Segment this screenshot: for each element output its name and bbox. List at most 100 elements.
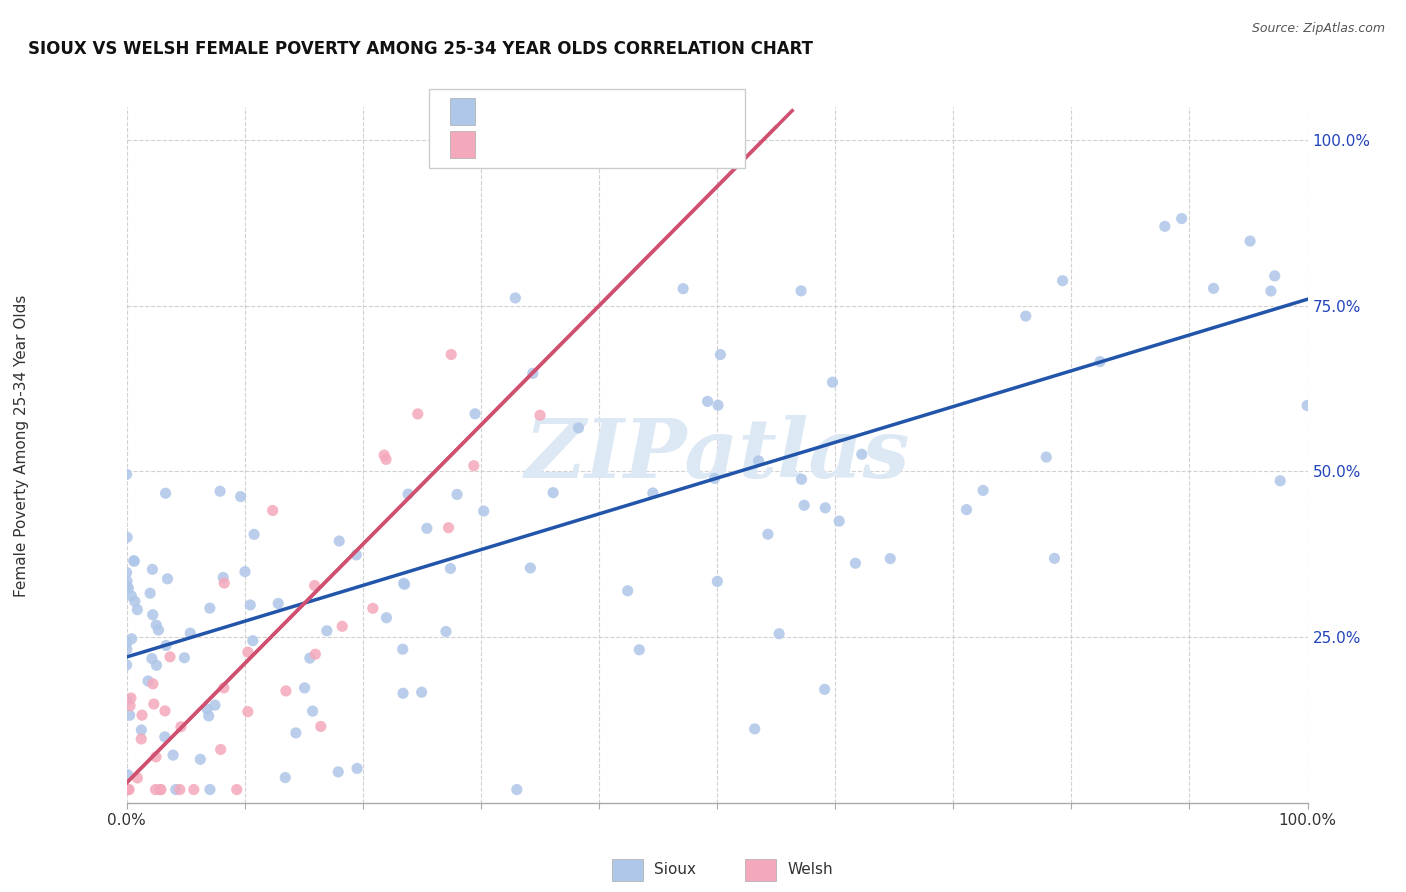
- Point: [406, 407, 429, 421]
- Point: [115, 530, 138, 544]
- Text: Sioux: Sioux: [654, 863, 696, 877]
- Point: [145, 658, 167, 673]
- Text: R = 0.574   N = 116: R = 0.574 N = 116: [492, 103, 689, 120]
- Point: [672, 282, 695, 296]
- Point: [131, 723, 153, 737]
- Point: [416, 521, 439, 535]
- Point: [955, 502, 977, 516]
- Point: [145, 618, 167, 632]
- Point: [115, 467, 138, 482]
- Point: [298, 651, 321, 665]
- Point: [309, 719, 332, 733]
- Point: [233, 565, 256, 579]
- Point: [115, 574, 138, 588]
- Point: [115, 566, 138, 580]
- Point: [179, 626, 201, 640]
- Point: [1052, 274, 1074, 288]
- Point: [1035, 450, 1057, 464]
- Point: [242, 633, 264, 648]
- Point: [434, 624, 457, 639]
- Point: [209, 484, 232, 499]
- Point: [121, 632, 143, 646]
- Point: [1202, 281, 1225, 295]
- Point: [391, 642, 413, 657]
- Point: [212, 576, 235, 591]
- Point: [115, 579, 138, 593]
- Point: [149, 782, 172, 797]
- Point: [262, 503, 284, 517]
- Point: [124, 594, 146, 608]
- Point: [142, 677, 165, 691]
- Point: [149, 782, 172, 797]
- Point: [155, 486, 177, 500]
- Point: [212, 681, 235, 695]
- Point: [392, 686, 415, 700]
- Point: [141, 562, 163, 576]
- Point: [117, 768, 139, 782]
- Point: [153, 730, 176, 744]
- Point: [195, 702, 218, 716]
- Point: [440, 347, 463, 361]
- Point: [1043, 551, 1066, 566]
- Point: [301, 704, 323, 718]
- Point: [814, 500, 837, 515]
- Point: [411, 685, 433, 699]
- Point: [120, 698, 142, 713]
- Point: [1239, 234, 1261, 248]
- Point: [328, 534, 350, 549]
- Point: [1015, 309, 1038, 323]
- Point: [122, 554, 145, 568]
- Point: [1296, 399, 1319, 413]
- Point: [567, 421, 589, 435]
- Point: [198, 601, 221, 615]
- Point: [284, 726, 307, 740]
- Point: [274, 684, 297, 698]
- Point: [127, 771, 149, 785]
- Point: [141, 651, 163, 665]
- Point: [159, 649, 181, 664]
- Point: [392, 576, 415, 591]
- Point: [315, 624, 337, 638]
- Point: [142, 697, 165, 711]
- Point: [204, 698, 226, 713]
- Point: [236, 705, 259, 719]
- Point: [239, 598, 262, 612]
- Point: [446, 487, 468, 501]
- Point: [225, 782, 247, 797]
- Point: [169, 782, 191, 797]
- Point: [616, 583, 638, 598]
- Point: [117, 581, 139, 595]
- Point: [145, 750, 167, 764]
- Point: [703, 471, 725, 485]
- Text: Source: ZipAtlas.com: Source: ZipAtlas.com: [1251, 22, 1385, 36]
- Point: [294, 681, 316, 695]
- Point: [115, 642, 138, 657]
- Point: [136, 673, 159, 688]
- Point: [127, 602, 149, 616]
- Point: [375, 611, 398, 625]
- Point: [463, 458, 485, 473]
- Point: [821, 375, 844, 389]
- Point: [274, 771, 297, 785]
- Point: [394, 577, 416, 591]
- Point: [814, 682, 837, 697]
- Point: [115, 782, 138, 797]
- Point: [464, 407, 486, 421]
- Point: [148, 623, 170, 637]
- Point: [437, 521, 460, 535]
- Point: [118, 782, 141, 797]
- Point: [373, 448, 395, 462]
- Point: [628, 642, 651, 657]
- Point: [472, 504, 495, 518]
- Point: [170, 720, 193, 734]
- Point: [879, 551, 901, 566]
- Point: [131, 708, 153, 723]
- Point: [236, 645, 259, 659]
- Point: [120, 589, 142, 603]
- Point: [183, 782, 205, 797]
- Point: [756, 527, 779, 541]
- Point: [696, 394, 718, 409]
- Point: [330, 619, 353, 633]
- Point: [529, 408, 551, 422]
- Point: [197, 709, 219, 723]
